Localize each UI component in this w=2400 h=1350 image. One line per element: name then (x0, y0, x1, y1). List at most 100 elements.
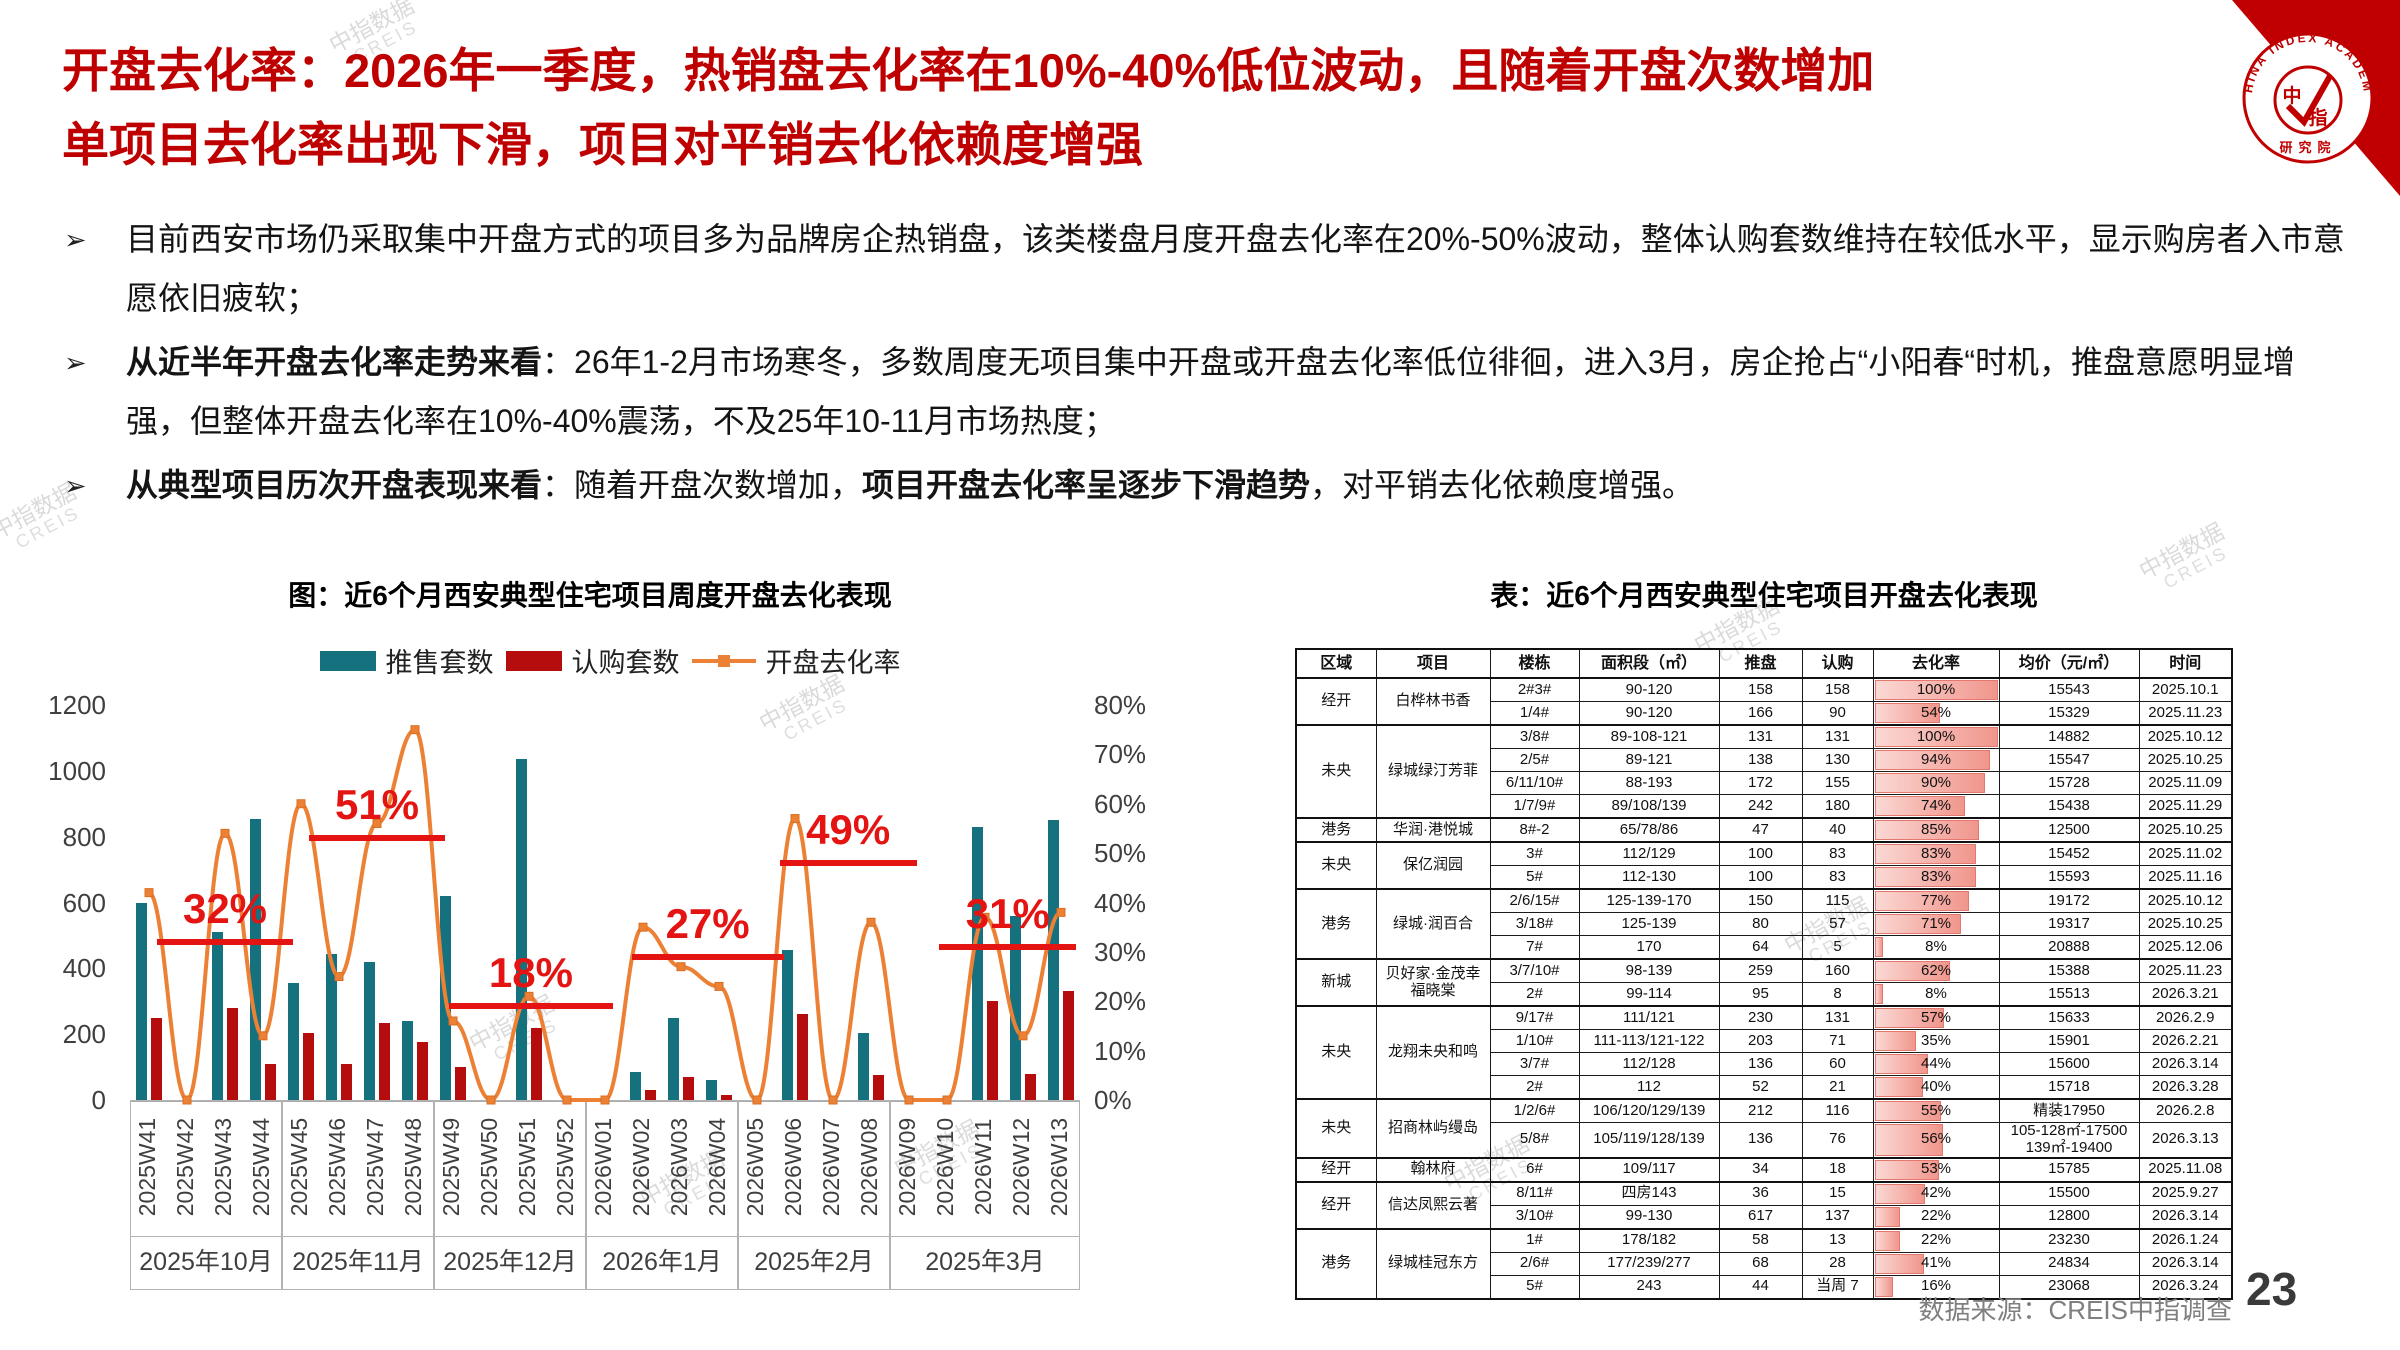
column-header: 均价（元/㎡） (1998, 648, 2140, 679)
data-table-wrap: 区域 项目 楼栋 面积段（㎡） 推盘 认购 去化率 均价（元/㎡） 时间 经开 白桦林书香 2#3# 9… (1295, 648, 2233, 1300)
subscribed-units-cell: 180 (1801, 794, 1874, 819)
subscribed-units-cell: 21 (1801, 1075, 1874, 1100)
sellthrough-rate-value: 53% (1920, 1160, 1952, 1178)
sellthrough-rate-cell: 53% (1872, 1156, 2000, 1183)
price-cell: 12800 (1998, 1204, 2140, 1230)
sellthrough-rate-bar (1874, 844, 1977, 864)
building-cell: 9/17# (1489, 1005, 1580, 1030)
bullet-segment: 从典型项目历次开盘表现来看 (126, 467, 543, 503)
month-group-label: 2025年2月 (739, 1236, 889, 1289)
subscribed-units-cell: 71 (1801, 1029, 1874, 1053)
annotation-label: 51% (334, 781, 420, 829)
date-cell: 2026.3.21 (2138, 982, 2233, 1007)
price-cell: 24834 (1998, 1251, 2140, 1276)
annotation-label: 18% (488, 949, 573, 997)
building-cell: 3/7/10# (1489, 958, 1580, 983)
launched-units-cell: 100 (1718, 841, 1803, 866)
bar-tuishou (250, 818, 261, 1100)
region-cell: 港务 (1295, 888, 1377, 960)
area-range-cell: 125-139-170 (1578, 888, 1720, 913)
annotation-label: 49% (806, 806, 891, 853)
area-range-cell: 89/108/139 (1578, 794, 1720, 819)
x-tick: 2025W50 (476, 1117, 502, 1217)
column-header: 推盘 (1718, 648, 1803, 679)
x-tick: 2025W46 (324, 1117, 350, 1217)
sellthrough-rate-cell: 41% (1872, 1251, 2000, 1276)
price-cell: 15547 (1998, 748, 2140, 772)
sellthrough-rate-bar (1874, 1253, 1924, 1274)
launched-units-cell: 80 (1718, 912, 1803, 936)
sellthrough-rate-cell: 83% (1872, 865, 2000, 890)
bar-rengou (1063, 991, 1074, 1100)
launched-units-cell: 172 (1718, 771, 1803, 795)
launched-units-cell: 68 (1718, 1251, 1803, 1276)
price-cell: 12500 (1998, 817, 2140, 843)
x-tick: 2025W52 (552, 1117, 578, 1217)
sellthrough-rate-bar (1874, 680, 1998, 700)
area-range-cell: 111-113/121-122 (1578, 1029, 1720, 1053)
sellthrough-rate-bar (1874, 1159, 1939, 1180)
sellthrough-rate-cell: 42% (1872, 1180, 2000, 1206)
price-cell: 14882 (1998, 724, 2140, 749)
annotation-line (449, 1003, 613, 1010)
launched-units-cell: 36 (1718, 1180, 1803, 1206)
sellthrough-rate-bar (1874, 703, 1940, 723)
sellthrough-rate-bar (1874, 1124, 1943, 1156)
area-range-cell: 112 (1578, 1075, 1720, 1100)
area-range-cell: 90-120 (1578, 701, 1720, 726)
chart-title: 图：近6个月西安典型住宅项目周度开盘去化表现 (288, 580, 892, 611)
sellthrough-rate-bar (1874, 914, 1962, 934)
subscribed-units-cell: 155 (1801, 771, 1874, 795)
sellthrough-rate-value: 42% (1920, 1184, 1952, 1202)
sellthrough-rate-bar (1874, 820, 1979, 840)
sellthrough-rate-value: 83% (1920, 867, 1952, 885)
launched-units-cell: 47 (1718, 817, 1803, 843)
sellthrough-rate-bar (1874, 937, 1883, 957)
price-cell: 15500 (1998, 1180, 2140, 1206)
sellthrough-rate-cell: 77% (1872, 888, 2000, 913)
table-row: 5# 112-130 100 83 83% 15593 2025.11.16 (1296, 865, 2233, 890)
area-range-cell: 177/239/277 (1578, 1251, 1720, 1276)
table-row: 新城 贝好家·金茂幸福晓棠 3/7/10# 98-139 259 160 62% 15388 2… (1295, 958, 2233, 1007)
sellthrough-rate-value: 8% (1925, 984, 1947, 1002)
building-cell: 3/10# (1489, 1204, 1580, 1230)
bar-rengou (227, 1007, 238, 1100)
area-range-cell: 170 (1578, 935, 1720, 960)
sellthrough-rate-value: 90% (1920, 773, 1952, 791)
bar-rengou (417, 1042, 428, 1100)
month-group: 2025年10月 (130, 1100, 282, 1290)
legend-swatch (319, 650, 376, 671)
x-tick: 2025W51 (514, 1117, 540, 1217)
building-cell: 1/7/9# (1489, 794, 1580, 819)
bar-rengou (303, 1032, 314, 1100)
table-row: 未央 招商林屿缦岛 1/2/6# 106/120/129/139 212 116 55% 精装… (1295, 1098, 2233, 1159)
logo-check-icon (2285, 74, 2333, 127)
table-row: 港务 绿城桂冠东方 1# 178/182 58 13 22% 23230 2026.1.24 (1295, 1227, 2233, 1300)
date-cell: 2025.11.02 (2138, 841, 2233, 866)
bar-tuishou (516, 759, 527, 1100)
project-cell: 信达凤熙云著 (1375, 1180, 1491, 1230)
sellthrough-rate-value: 71% (1920, 914, 1952, 932)
region-cell: 未央 (1295, 1098, 1377, 1159)
subscribed-units-cell: 90 (1801, 701, 1874, 726)
sellthrough-rate-bar (1874, 891, 1969, 911)
x-tick: 2025W43 (210, 1117, 236, 1217)
building-cell: 3/8# (1489, 724, 1580, 749)
sellthrough-rate-bar (1874, 1031, 1917, 1051)
table-row: 未央 龙翔未央和鸣 9/17# 111/121 230 131 57% 15633 2026.2… (1295, 1005, 2233, 1100)
price-cell: 15728 (1998, 771, 2140, 795)
launched-units-cell: 212 (1718, 1098, 1803, 1123)
sellthrough-rate-value: 77% (1920, 891, 1952, 909)
launched-units-cell: 259 (1718, 958, 1803, 983)
bar-rengou (455, 1067, 466, 1100)
month-group-label: 2025年10月 (131, 1236, 281, 1289)
date-cell: 2026.3.24 (2138, 1274, 2233, 1300)
table-row: 经开 翰林府 6# 109/117 34 18 53% 15785 2025.11.08 (1295, 1156, 2233, 1183)
y-tick-right: 60% (1094, 788, 1147, 819)
x-tick: 2026W10 (932, 1117, 958, 1217)
bullet-arrow-icon: ➢ (64, 225, 87, 255)
legend-item: 推售套数 (319, 641, 494, 680)
rate-marker (220, 828, 230, 838)
column-header: 楼栋 (1489, 648, 1580, 679)
bullet-arrow-icon: ➢ (64, 471, 87, 501)
